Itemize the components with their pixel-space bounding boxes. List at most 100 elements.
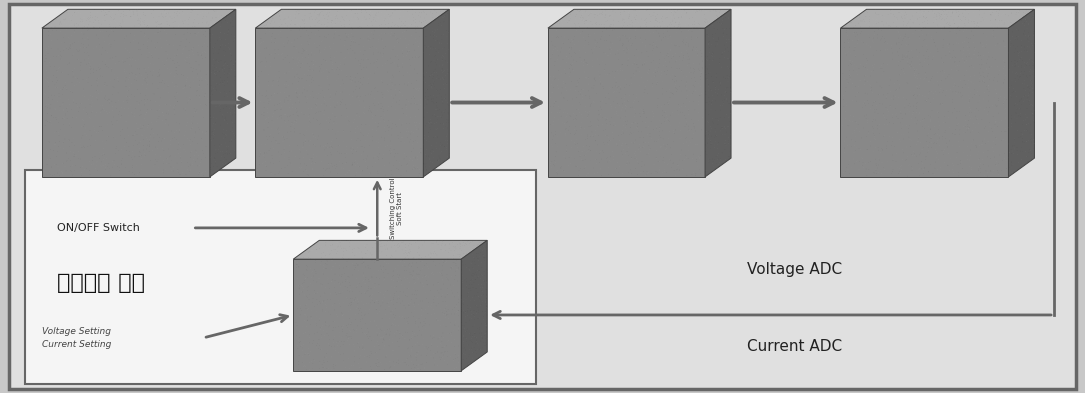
Point — [843, 80, 860, 86]
Point — [433, 65, 450, 72]
Point — [85, 21, 102, 27]
Point — [417, 321, 434, 327]
Point — [722, 155, 739, 162]
Point — [869, 169, 886, 176]
Point — [583, 46, 600, 53]
Point — [347, 147, 365, 154]
Point — [206, 15, 224, 21]
Point — [985, 75, 1003, 81]
Point — [627, 21, 644, 27]
Point — [405, 154, 422, 161]
Point — [646, 138, 663, 144]
Point — [404, 332, 421, 338]
Point — [689, 141, 706, 148]
Point — [559, 19, 576, 25]
Point — [1006, 144, 1023, 151]
Point — [203, 87, 220, 94]
Point — [421, 73, 438, 79]
Point — [54, 139, 72, 145]
Point — [406, 285, 423, 292]
Point — [392, 288, 409, 295]
Point — [410, 171, 427, 177]
Point — [943, 66, 960, 73]
Point — [417, 17, 434, 24]
Point — [328, 162, 345, 168]
Point — [995, 71, 1012, 77]
Point — [884, 96, 902, 102]
Point — [290, 11, 307, 17]
Point — [614, 33, 631, 39]
Point — [891, 81, 908, 88]
Point — [1025, 73, 1043, 80]
Point — [342, 320, 359, 327]
Point — [90, 20, 107, 26]
Point — [1012, 37, 1030, 44]
Point — [343, 7, 360, 13]
Point — [321, 242, 339, 248]
Point — [867, 99, 884, 105]
Point — [275, 57, 292, 63]
Point — [363, 286, 381, 292]
Point — [955, 150, 972, 156]
Point — [972, 165, 990, 171]
Point — [901, 63, 918, 70]
Point — [443, 287, 460, 294]
Point — [99, 97, 116, 103]
Point — [915, 118, 932, 124]
Point — [426, 250, 444, 256]
Point — [298, 263, 316, 269]
Point — [127, 6, 144, 13]
Point — [297, 162, 315, 169]
Point — [90, 18, 107, 24]
Point — [420, 93, 437, 99]
Point — [646, 23, 663, 29]
Point — [375, 10, 393, 16]
Point — [345, 284, 362, 290]
Point — [582, 33, 599, 39]
Point — [216, 70, 233, 76]
Point — [404, 336, 421, 342]
Point — [663, 8, 680, 15]
Point — [373, 103, 391, 109]
Point — [982, 11, 999, 18]
Point — [463, 349, 481, 355]
Point — [335, 81, 353, 87]
Point — [450, 360, 468, 366]
Point — [309, 133, 327, 139]
Point — [710, 34, 727, 40]
Point — [131, 19, 149, 25]
Point — [605, 153, 623, 160]
Point — [346, 39, 363, 45]
Point — [973, 62, 991, 68]
Point — [947, 58, 965, 64]
Point — [103, 14, 120, 20]
Point — [471, 254, 488, 260]
Point — [159, 11, 177, 17]
Point — [380, 30, 397, 37]
Point — [585, 85, 602, 91]
Point — [697, 133, 714, 139]
Point — [227, 132, 244, 138]
Point — [372, 115, 390, 121]
Point — [315, 365, 332, 371]
Point — [565, 67, 583, 73]
Point — [205, 18, 222, 25]
Point — [580, 76, 598, 82]
Point — [422, 93, 439, 99]
Point — [413, 258, 431, 264]
Point — [344, 77, 361, 83]
Point — [400, 336, 418, 343]
Point — [404, 275, 421, 281]
Point — [373, 10, 391, 16]
Point — [561, 13, 578, 19]
Point — [607, 9, 624, 15]
Point — [707, 8, 725, 15]
Point — [322, 17, 340, 23]
Point — [253, 112, 270, 118]
Point — [837, 168, 854, 174]
Point — [311, 317, 329, 323]
Point — [374, 25, 392, 31]
Point — [394, 314, 411, 320]
Point — [99, 163, 116, 169]
Point — [682, 139, 700, 145]
